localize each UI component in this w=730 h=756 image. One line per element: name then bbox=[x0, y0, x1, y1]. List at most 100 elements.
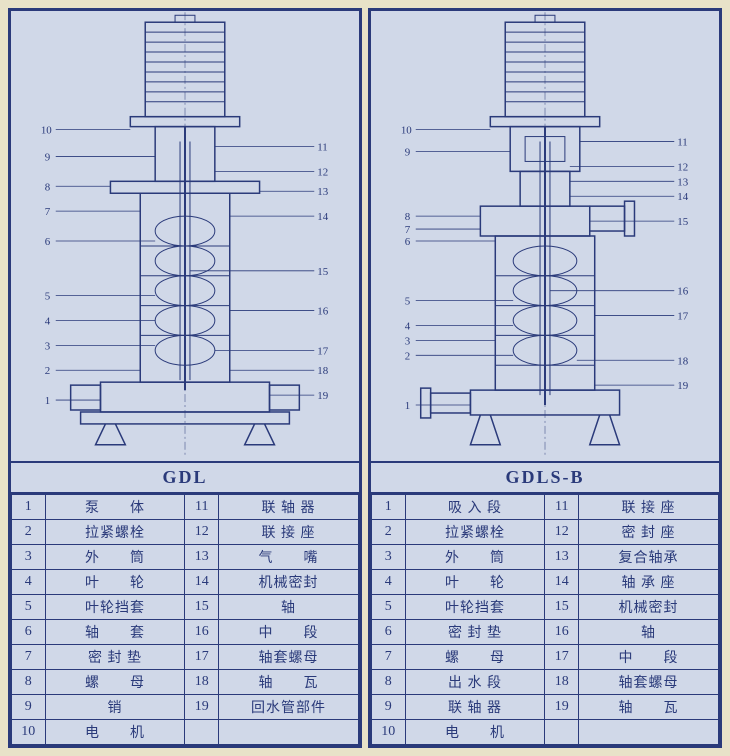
table-row: 9销19回水管部件 bbox=[12, 695, 359, 720]
part-number: 1 bbox=[12, 495, 46, 520]
part-number: 16 bbox=[185, 620, 219, 645]
callout: 14 bbox=[317, 211, 328, 223]
part-name: 密 封 座 bbox=[579, 520, 719, 545]
part-number: 4 bbox=[12, 570, 46, 595]
callout: 8 bbox=[405, 211, 411, 223]
part-name: 外 筒 bbox=[405, 545, 545, 570]
callout: 3 bbox=[405, 335, 411, 347]
callout: 15 bbox=[317, 266, 328, 278]
part-name: 联 轴 器 bbox=[405, 695, 545, 720]
callout: 1 bbox=[45, 395, 50, 407]
model-label-gdls-b: GDLS-B bbox=[371, 463, 719, 494]
callout: 11 bbox=[317, 141, 328, 153]
callout: 19 bbox=[317, 390, 328, 402]
part-number: 6 bbox=[12, 620, 46, 645]
part-name: 叶轮挡套 bbox=[45, 595, 185, 620]
callout: 4 bbox=[405, 320, 411, 332]
callout: 11 bbox=[677, 137, 688, 149]
table-row: 4叶 轮14轴 承 座 bbox=[372, 570, 719, 595]
callout: 14 bbox=[677, 191, 688, 203]
part-number: 9 bbox=[372, 695, 406, 720]
part-name: 联 接 座 bbox=[579, 495, 719, 520]
panel-gdls-b: 10 9 8 7 6 5 4 3 2 1 11 12 13 14 bbox=[368, 8, 722, 748]
callout: 13 bbox=[317, 186, 328, 198]
callout: 2 bbox=[45, 365, 50, 377]
callout: 4 bbox=[45, 315, 51, 327]
model-label-gdl: GDL bbox=[11, 463, 359, 494]
part-name: 泵 体 bbox=[45, 495, 185, 520]
part-name: 气 嘴 bbox=[219, 545, 359, 570]
part-name: 螺 母 bbox=[405, 645, 545, 670]
part-number: 13 bbox=[545, 545, 579, 570]
callout: 10 bbox=[41, 125, 52, 137]
table-row: 6轴 套16中 段 bbox=[12, 620, 359, 645]
part-name bbox=[219, 720, 359, 745]
callout: 19 bbox=[677, 380, 688, 392]
callout: 6 bbox=[45, 236, 51, 248]
table-row: 3外 筒13复合轴承 bbox=[372, 545, 719, 570]
callout: 13 bbox=[677, 176, 688, 188]
callout: 17 bbox=[677, 311, 688, 323]
part-number: 11 bbox=[185, 495, 219, 520]
table-row: 1吸 入 段11联 接 座 bbox=[372, 495, 719, 520]
part-name: 复合轴承 bbox=[579, 545, 719, 570]
callout: 6 bbox=[405, 236, 411, 248]
part-name: 中 段 bbox=[579, 645, 719, 670]
part-number bbox=[185, 720, 219, 745]
part-number: 5 bbox=[12, 595, 46, 620]
part-name bbox=[579, 720, 719, 745]
part-number: 11 bbox=[545, 495, 579, 520]
panel-gdl: 10 9 8 7 6 5 4 3 2 1 11 12 13 14 bbox=[8, 8, 362, 748]
part-number: 3 bbox=[12, 545, 46, 570]
part-name: 机械密封 bbox=[219, 570, 359, 595]
callout: 5 bbox=[405, 296, 411, 308]
part-name: 回水管部件 bbox=[219, 695, 359, 720]
part-number: 10 bbox=[12, 720, 46, 745]
callout: 17 bbox=[317, 345, 328, 357]
part-name: 密 封 垫 bbox=[45, 645, 185, 670]
part-number: 1 bbox=[372, 495, 406, 520]
table-row: 3外 筒13气 嘴 bbox=[12, 545, 359, 570]
part-name: 电 机 bbox=[45, 720, 185, 745]
part-number: 6 bbox=[372, 620, 406, 645]
callout: 5 bbox=[45, 291, 51, 303]
part-number: 13 bbox=[185, 545, 219, 570]
part-name: 外 筒 bbox=[45, 545, 185, 570]
table-row: 10电 机 bbox=[12, 720, 359, 745]
part-name: 叶 轮 bbox=[45, 570, 185, 595]
part-number: 17 bbox=[185, 645, 219, 670]
table-row: 10电 机 bbox=[372, 720, 719, 745]
part-number: 16 bbox=[545, 620, 579, 645]
part-name: 拉紧螺栓 bbox=[405, 520, 545, 545]
part-name: 叶轮挡套 bbox=[405, 595, 545, 620]
callout: 2 bbox=[405, 350, 410, 362]
part-number: 15 bbox=[545, 595, 579, 620]
callout: 1 bbox=[405, 400, 410, 412]
table-row: 4叶 轮14机械密封 bbox=[12, 570, 359, 595]
callout: 16 bbox=[317, 306, 328, 318]
table-row: 5叶轮挡套15机械密封 bbox=[372, 595, 719, 620]
part-number: 9 bbox=[12, 695, 46, 720]
part-number: 7 bbox=[372, 645, 406, 670]
gdlsb-svg: 10 9 8 7 6 5 4 3 2 1 11 12 13 14 bbox=[371, 11, 719, 461]
part-number: 2 bbox=[372, 520, 406, 545]
parts-table-gdls-b: 1吸 入 段11联 接 座2拉紧螺栓12密 封 座3外 筒13复合轴承4叶 轮1… bbox=[371, 494, 719, 745]
part-name: 电 机 bbox=[405, 720, 545, 745]
part-name: 轴套螺母 bbox=[219, 645, 359, 670]
part-number: 17 bbox=[545, 645, 579, 670]
table-row: 7密 封 垫17轴套螺母 bbox=[12, 645, 359, 670]
part-number: 12 bbox=[545, 520, 579, 545]
part-number: 19 bbox=[545, 695, 579, 720]
table-row: 2拉紧螺栓12联 接 座 bbox=[12, 520, 359, 545]
parts-table-gdl: 1泵 体11联 轴 器2拉紧螺栓12联 接 座3外 筒13气 嘴4叶 轮14机械… bbox=[11, 494, 359, 745]
part-number: 15 bbox=[185, 595, 219, 620]
callout: 18 bbox=[677, 355, 688, 367]
part-number: 10 bbox=[372, 720, 406, 745]
callout: 16 bbox=[677, 286, 688, 298]
part-name: 销 bbox=[45, 695, 185, 720]
part-name: 联 接 座 bbox=[219, 520, 359, 545]
part-number: 5 bbox=[372, 595, 406, 620]
part-name: 机械密封 bbox=[579, 595, 719, 620]
gdl-svg: 10 9 8 7 6 5 4 3 2 1 11 12 13 14 bbox=[11, 11, 359, 461]
callout: 9 bbox=[45, 151, 51, 163]
